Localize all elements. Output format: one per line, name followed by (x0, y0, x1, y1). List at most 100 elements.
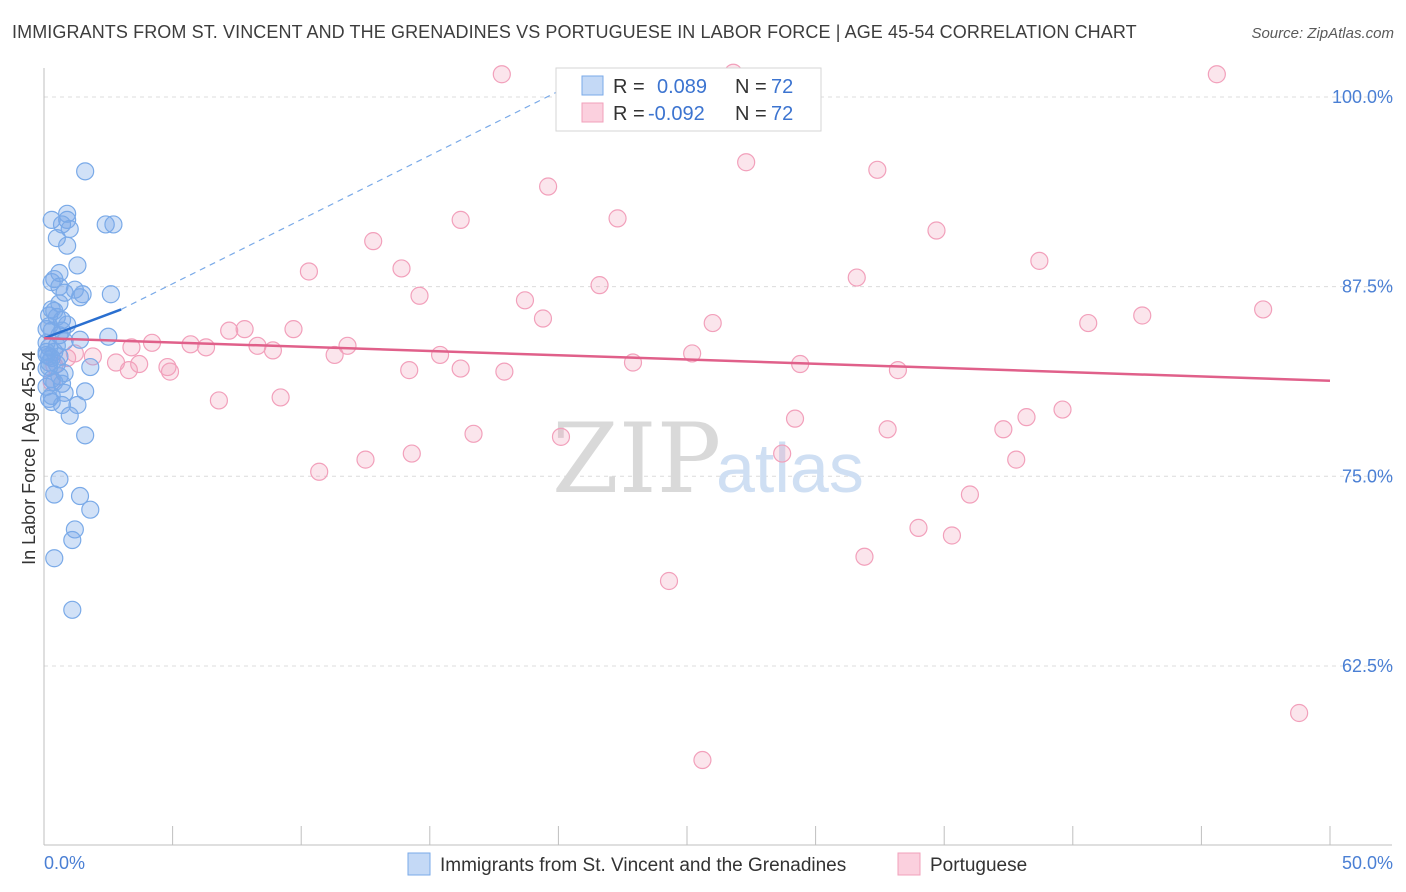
pink-point-69 (1290, 703, 1309, 723)
pink-point-2 (1207, 65, 1226, 84)
watermark-atlas: atlas (716, 429, 864, 507)
pink-point-64 (960, 485, 980, 504)
blue-point-66 (55, 364, 74, 383)
pink-point-61 (356, 450, 375, 469)
stats-r-label-1: R = (613, 76, 645, 98)
pink-point-53 (878, 420, 897, 439)
blue-point-1 (58, 204, 77, 223)
stats-swatch-blue (581, 75, 604, 96)
pink-point-46 (683, 344, 702, 363)
pink-point-60 (402, 444, 421, 463)
pink-point-11 (299, 262, 319, 281)
pink-point-41 (430, 345, 450, 365)
blue-point-17 (73, 285, 92, 304)
pink-point-20 (1079, 313, 1098, 333)
pink-point-8 (927, 221, 946, 240)
pink-trend-line (43, 336, 1331, 382)
stats-n-value-2: 72 (771, 103, 793, 125)
pink-point-12 (392, 259, 411, 278)
pink-point-62 (310, 462, 329, 481)
pink-point-67 (855, 547, 874, 566)
blue-point-55 (63, 530, 82, 550)
blue-point-45 (42, 392, 61, 412)
y-tick-labels: 62.5% 75.0% 87.5% 100.0% (1332, 87, 1393, 676)
legend-swatch-pink (897, 852, 921, 876)
blue-point-53 (81, 500, 100, 519)
pink-point-6 (451, 210, 470, 229)
pink-point-57 (464, 424, 483, 443)
pink-point-44 (495, 362, 514, 381)
blue-point-18 (70, 288, 90, 307)
blue-point-58 (99, 327, 118, 346)
trend-lines (43, 84, 1331, 382)
stats-n-value-1: 72 (771, 76, 793, 98)
pink-point-14 (847, 268, 866, 287)
blue-point-57 (63, 600, 82, 619)
y-tick-label-0: 62.5% (1342, 656, 1393, 676)
watermark: ZIP atlas (552, 403, 864, 515)
blue-point-56 (45, 549, 64, 568)
series-svg-immigrants-points (37, 162, 123, 619)
blue-point-48 (60, 406, 79, 425)
blue-point-42 (76, 382, 95, 401)
pink-point-68 (659, 571, 679, 591)
pink-point-5 (539, 177, 558, 196)
pink-point-22 (220, 321, 239, 340)
legend-label-pink: Portuguese (930, 855, 1027, 876)
blue-point-2 (42, 210, 61, 229)
pink-point-10 (1030, 251, 1049, 270)
pink-point-30 (338, 336, 357, 355)
pink-point-50 (209, 391, 228, 410)
stats-n-label-1: N = (735, 76, 767, 98)
y-tick-label-2: 87.5% (1342, 277, 1393, 297)
pink-point-55 (1017, 408, 1036, 427)
x-tick-label-1: 50.0% (1342, 853, 1393, 873)
pink-point-36 (130, 354, 149, 374)
blue-point-9 (58, 236, 77, 255)
pink-point-51 (271, 388, 290, 407)
pink-point-65 (909, 518, 928, 537)
stats-r-label-2: R = (613, 103, 645, 125)
pink-point-9 (364, 232, 383, 251)
blue-point-7 (104, 215, 123, 234)
pink-point-21 (703, 313, 722, 333)
blue-point-70 (37, 342, 56, 361)
blue-point-8 (47, 229, 66, 248)
blue-point-19 (101, 285, 120, 304)
stats-r-value-2: -0.092 (648, 103, 705, 125)
pink-point-59 (773, 444, 792, 463)
stats-box: R = 0.089 N = 72 R = -0.092 N = 72 (555, 67, 822, 132)
pink-point-63 (1007, 450, 1026, 469)
pink-point-39 (160, 362, 180, 381)
blue-point-37 (81, 357, 100, 377)
source-credit: Source: ZipAtlas.com (1251, 25, 1394, 42)
pink-point-13 (590, 276, 609, 295)
blue-point-60 (45, 301, 64, 321)
pink-point-37 (119, 361, 138, 380)
blue-point-69 (45, 373, 64, 392)
stats-n-label-2: N = (735, 103, 767, 125)
pink-point-27 (196, 338, 216, 357)
axes (43, 68, 1392, 846)
pink-point-40 (325, 345, 344, 365)
pink-point-71 (65, 344, 84, 363)
chart-title: IMMIGRANTS FROM ST. VINCENT AND THE GREN… (12, 22, 1137, 42)
pink-point-31 (122, 338, 141, 357)
pink-point-42 (451, 359, 470, 378)
blue-point-52 (70, 486, 90, 506)
pink-point-0 (492, 65, 511, 84)
pink-point-48 (888, 361, 908, 380)
legend: Immigrants from St. Vincent and the Gren… (407, 852, 1027, 876)
pink-point-52 (785, 409, 805, 428)
pink-point-56 (1053, 400, 1072, 419)
pink-point-70 (693, 750, 712, 770)
stats-r-value-1: 0.089 (657, 76, 707, 98)
blue-trend-line (43, 308, 122, 340)
pink-point-3 (737, 153, 756, 172)
pink-point-24 (284, 320, 303, 339)
pink-point-17 (533, 309, 553, 328)
blue-point-49 (76, 426, 95, 445)
legend-swatch-blue (407, 852, 431, 876)
pink-point-43 (400, 361, 419, 380)
